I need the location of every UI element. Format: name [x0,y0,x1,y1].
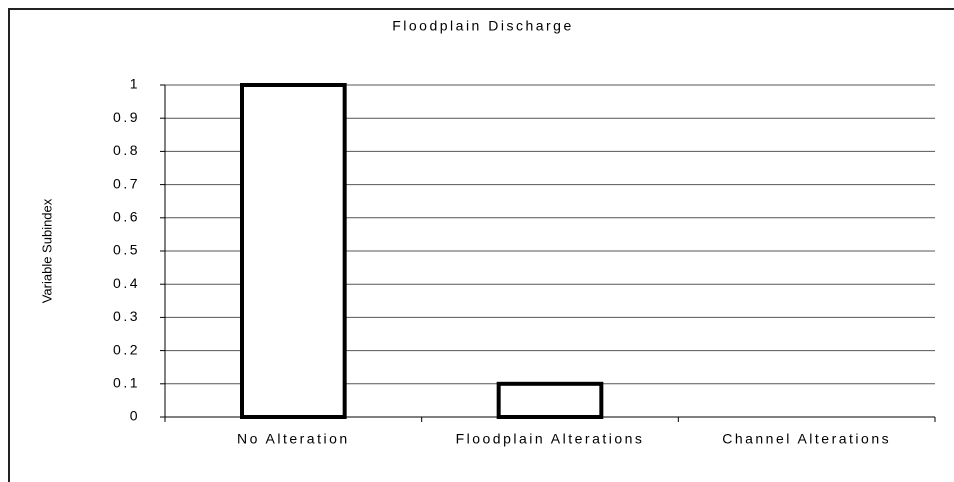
x-tick-label: No Alteration [237,431,350,447]
y-tick-label: 0.4 [113,275,140,291]
y-tick-label: 0.9 [113,109,140,125]
x-tick-label: Channel Alterations [722,431,891,447]
bar [496,381,604,419]
bar [240,83,347,419]
frame [8,8,954,482]
y-tick-label: 0.5 [113,242,140,258]
y-tick-label: 0.7 [113,175,140,191]
y-tick-label: 0.2 [113,341,140,357]
y-tick-label: 0.3 [113,308,140,324]
y-axis-label: Variable Subindex [39,198,54,303]
y-tick-label: 1 [130,76,140,92]
chart-title: Floodplain Discharge [392,18,574,34]
y-tick-label: 0.8 [113,142,140,158]
y-tick-label: 0.1 [113,375,140,391]
y-tick-label: 0 [130,408,140,424]
y-tick-label: 0.6 [113,209,140,225]
x-tick-label: Floodplain Alterations [456,431,645,447]
